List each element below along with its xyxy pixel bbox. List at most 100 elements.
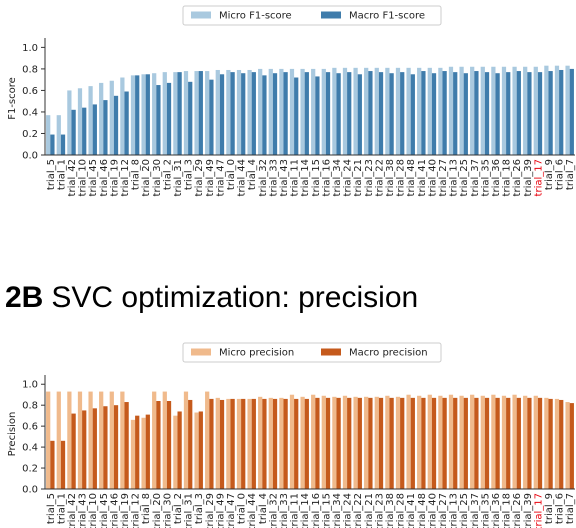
x-tick-label: trial_29 xyxy=(194,159,205,196)
legend-label: Macro F1-score xyxy=(349,11,425,22)
bar xyxy=(124,91,129,155)
bar xyxy=(289,394,295,489)
bar xyxy=(336,397,341,489)
bar xyxy=(315,76,320,155)
y-tick-label: 0.6 xyxy=(22,422,38,433)
bar xyxy=(565,402,570,489)
bar xyxy=(183,71,189,155)
bar xyxy=(431,73,437,155)
bar xyxy=(88,391,93,489)
x-tick-label: trial_18 xyxy=(502,159,513,196)
x-tick-label: trial_20 xyxy=(152,493,163,528)
bar xyxy=(300,396,305,489)
x-tick-label: trial_11 xyxy=(290,493,301,528)
x-tick-label: trial_36 xyxy=(491,493,502,528)
y-tick-label: 0.2 xyxy=(22,464,38,475)
bar xyxy=(357,74,362,155)
bar xyxy=(459,66,464,155)
x-tick-label: trial_38 xyxy=(385,159,396,196)
title-text: SVC optimization: precision xyxy=(51,281,418,314)
bar xyxy=(442,71,447,155)
bar xyxy=(251,72,256,155)
bar xyxy=(533,395,538,489)
bar xyxy=(283,72,288,155)
bar xyxy=(442,397,447,489)
bar xyxy=(194,412,199,489)
x-tick-label: trial_49 xyxy=(215,493,226,528)
x-tick-label: trial_46 xyxy=(99,159,110,196)
x-tick-label: trial_34 xyxy=(332,493,343,528)
bar xyxy=(484,397,490,489)
bar xyxy=(219,399,225,489)
bar xyxy=(395,396,401,489)
x-tick-label: trial_33 xyxy=(279,493,290,528)
bar xyxy=(417,395,422,489)
title-label: 2B xyxy=(5,281,43,314)
x-tick-label: trial_19 xyxy=(120,493,131,528)
bar xyxy=(124,402,129,489)
bar xyxy=(279,397,284,489)
x-tick-label: trial_3 xyxy=(184,159,195,190)
x-tick-label: trial_39 xyxy=(523,493,534,528)
bar xyxy=(173,415,178,489)
bar xyxy=(389,73,394,155)
bar xyxy=(272,73,278,155)
bar xyxy=(491,66,496,155)
x-tick-label: trial_37 xyxy=(470,493,481,528)
x-tick-label: trial_23 xyxy=(364,159,375,196)
bar xyxy=(554,398,560,489)
bar xyxy=(374,396,379,489)
bar xyxy=(279,68,284,155)
bar xyxy=(92,104,97,155)
x-tick-label: trial_41 xyxy=(417,159,428,196)
x-tick-label: trial_12 xyxy=(131,493,142,528)
x-tick-label: trial_23 xyxy=(374,493,385,528)
bar xyxy=(304,72,309,155)
bar xyxy=(491,394,496,489)
x-tick-label: trial_28 xyxy=(396,159,407,196)
bar xyxy=(448,66,454,155)
x-tick-label: trial_24 xyxy=(343,493,354,528)
x-tick-label: trial_21 xyxy=(364,493,375,528)
bar xyxy=(480,395,485,489)
bar xyxy=(548,71,553,155)
bar xyxy=(336,73,341,155)
x-tick-label: trial_22 xyxy=(353,493,364,528)
legend-label: Macro precision xyxy=(349,348,428,359)
x-tick-label: trial_27 xyxy=(438,493,449,528)
bar xyxy=(559,399,564,489)
legend-swatch xyxy=(321,11,341,19)
x-tick-label: trial_5 xyxy=(46,493,57,524)
bar xyxy=(378,72,384,155)
bar xyxy=(209,79,214,155)
bar xyxy=(315,397,320,489)
bar xyxy=(77,88,83,155)
y-tick-label: 0.4 xyxy=(22,443,38,454)
x-tick-label: trial_13 xyxy=(449,159,460,196)
bar xyxy=(226,398,231,489)
x-tick-label: trial_31 xyxy=(184,493,195,528)
bar xyxy=(374,67,379,155)
x-tick-label: trial_21 xyxy=(353,159,364,196)
legend-swatch xyxy=(191,11,211,19)
legend-box xyxy=(182,342,442,363)
bar xyxy=(427,67,432,155)
x-tick-label: trial_7 xyxy=(565,493,576,524)
x-tick-label: trial_5 xyxy=(46,159,57,190)
bar xyxy=(406,67,411,155)
bar xyxy=(198,71,203,155)
bar xyxy=(421,397,426,489)
bar xyxy=(268,68,273,155)
x-tick-label: trial_10 xyxy=(88,493,99,528)
bar xyxy=(353,396,358,489)
x-tick-label: trial_6 xyxy=(555,159,566,190)
bar xyxy=(495,397,500,489)
bar xyxy=(166,82,172,155)
bar xyxy=(156,401,161,489)
bar xyxy=(470,66,475,155)
bar xyxy=(103,406,108,489)
bar xyxy=(325,72,331,155)
x-tick-label: trial_31 xyxy=(173,159,184,196)
bar xyxy=(247,69,252,155)
